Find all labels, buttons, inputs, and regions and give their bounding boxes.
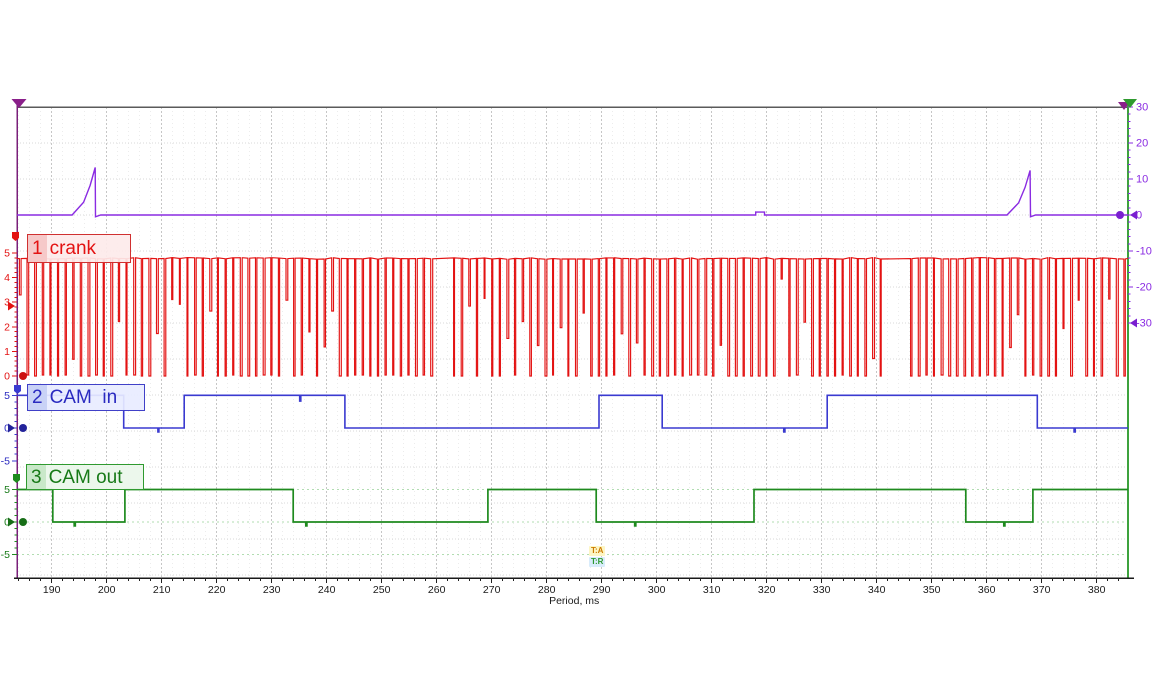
axis-tick-label: 280 — [538, 584, 556, 596]
trigger-position-marker[interactable] — [11, 99, 27, 108]
axis-tick-label: 2 — [4, 321, 10, 333]
axis-tick-label: 1 — [4, 346, 10, 358]
left-axis-crank: 0 1 2 3 4 5 — [4, 248, 17, 383]
channel-label-crank[interactable]: 1 crank — [27, 234, 131, 263]
trigger-r-badge[interactable]: T:R — [589, 557, 606, 567]
axis-tick-label: -30 — [1136, 318, 1152, 330]
axis-tick-label: 10 — [1136, 174, 1148, 186]
axis-tick-label: 20 — [1136, 138, 1148, 150]
axis-tick-label: 220 — [208, 584, 226, 596]
axis-tick-label: 310 — [703, 584, 721, 596]
axis-tick-label: 190 — [43, 584, 61, 596]
axis-tick-label: 380 — [1088, 584, 1106, 596]
axis-tick-label: 210 — [153, 584, 171, 596]
axis-tick-label: 330 — [813, 584, 831, 596]
sync-trigger-arrow[interactable] — [1130, 318, 1137, 328]
channel-name-crank: crank — [49, 238, 97, 259]
x-axis: 190 200 210 220 230 240 250 260 270 280 290 300 310 3… — [18, 578, 1120, 607]
axis-tick-label: 240 — [318, 584, 336, 596]
axis-tick-label: 5 — [4, 248, 10, 260]
axis-tick-label: -5 — [1, 549, 10, 561]
axis-tick-label: 350 — [923, 584, 941, 596]
axis-tick-label: 300 — [648, 584, 666, 596]
channel-number-2: 2 — [28, 385, 47, 410]
axis-tick-label: 3 — [4, 297, 10, 309]
axis-tick-label: 4 — [4, 272, 10, 284]
cam-out-zero-arrow[interactable] — [8, 517, 15, 527]
axis-tick-label: 320 — [758, 584, 776, 596]
cam-in-pin[interactable] — [14, 385, 21, 394]
axis-tick-label: 0 — [4, 517, 10, 529]
axis-tick-label: 260 — [428, 584, 446, 596]
channel-label-cam-in[interactable]: 2 CAM in — [27, 384, 145, 411]
axis-tick-label: -5 — [1, 455, 10, 467]
axis-tick-label: 5 — [4, 484, 10, 496]
trace-sync — [17, 167, 1128, 218]
channel-label-cam-out[interactable]: 3 CAM out — [26, 464, 144, 490]
axis-tick-label: 360 — [978, 584, 996, 596]
axis-tick-label: 370 — [1033, 584, 1051, 596]
axis-tick-label: 270 — [483, 584, 501, 596]
channel-name-cam-out: CAM out — [48, 466, 123, 488]
crank-pin[interactable] — [12, 232, 19, 241]
channel-number-3: 3 — [27, 465, 46, 489]
axis-tick-label: 250 — [373, 584, 391, 596]
cam-out-pin[interactable] — [13, 474, 20, 483]
trace-cam-out — [17, 488, 1128, 527]
axis-tick-label: -20 — [1136, 282, 1152, 294]
cam-out-zero-dot[interactable] — [19, 518, 27, 526]
sync-zero-arrow[interactable] — [1130, 210, 1137, 220]
axis-tick-label: 0 — [1136, 210, 1142, 222]
gridlines — [17, 107, 1128, 578]
crank-trigger-arrow[interactable] — [8, 301, 15, 311]
axis-tick-label: 340 — [868, 584, 886, 596]
trigger-a-badge[interactable]: T:A — [589, 546, 606, 556]
sync-zero-dot[interactable] — [1116, 211, 1124, 219]
right-top-marker-green[interactable] — [1123, 99, 1137, 108]
cam-in-zero-dot[interactable] — [19, 424, 27, 432]
trace-cam-in — [17, 394, 1128, 433]
plot-borders — [14, 101, 1134, 579]
axis-tick-label: 230 — [263, 584, 281, 596]
right-axis: -30 -20 -10 0 10 20 30 — [1128, 102, 1152, 330]
channel-name-cam-in: CAM in — [49, 387, 118, 408]
crank-zero-dot[interactable] — [19, 372, 27, 380]
x-axis-title: Period, ms — [549, 595, 599, 607]
axis-tick-label: 5 — [4, 390, 10, 402]
cam-in-zero-arrow[interactable] — [8, 423, 15, 433]
axis-tick-label: 290 — [593, 584, 611, 596]
axis-tick-label: 0 — [4, 371, 10, 383]
axis-tick-label: 0 — [4, 423, 10, 435]
axis-tick-label: 30 — [1136, 102, 1148, 114]
markers — [8, 99, 1137, 527]
channel-number-1: 1 — [28, 235, 47, 262]
trace-crank — [16, 256, 1129, 377]
axis-tick-label: -10 — [1136, 246, 1152, 258]
axis-tick-label: 200 — [98, 584, 116, 596]
